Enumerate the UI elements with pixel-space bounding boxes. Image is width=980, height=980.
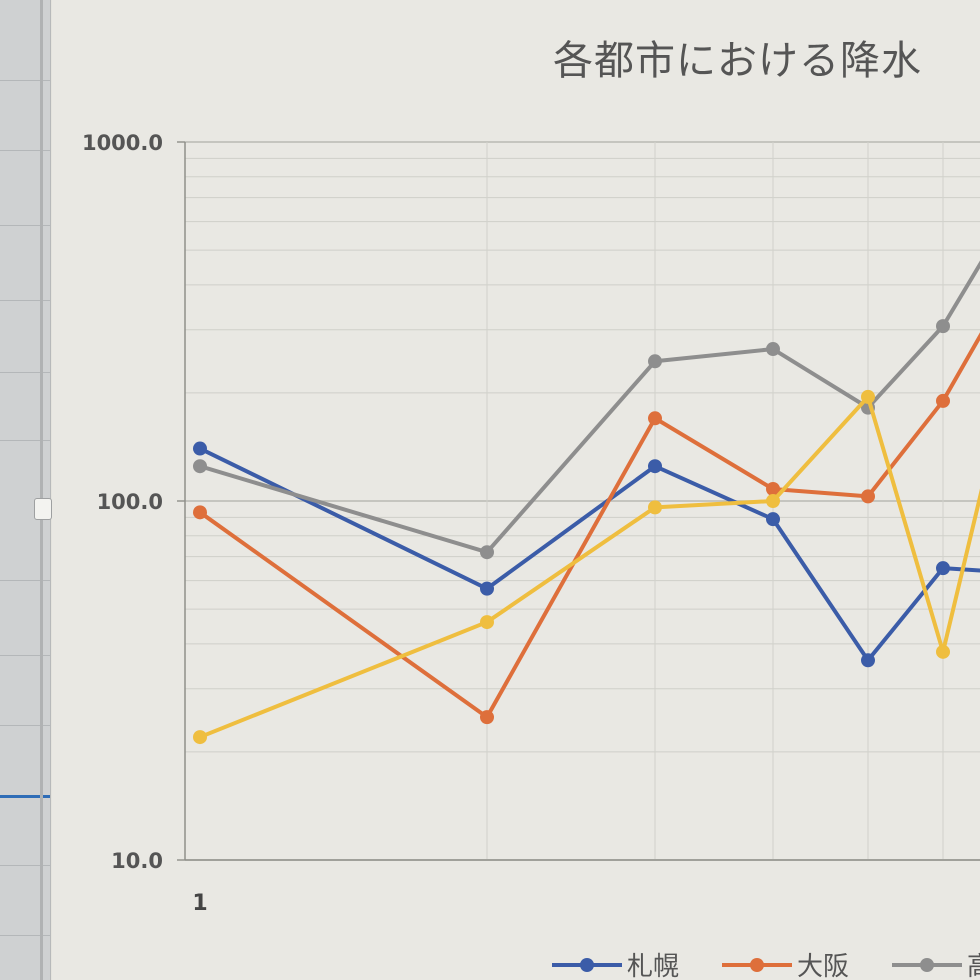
row-divider: [0, 935, 50, 936]
data-point: [861, 489, 875, 504]
data-point: [766, 342, 780, 357]
data-point: [480, 710, 494, 725]
data-point: [480, 581, 494, 596]
legend-label: 高: [967, 952, 980, 980]
data-point: [936, 561, 950, 576]
data-point: [936, 319, 950, 334]
data-point: [936, 393, 950, 408]
row-divider: [0, 300, 50, 301]
legend-label: 札幌: [627, 952, 679, 980]
data-point: [480, 615, 494, 630]
row-divider: [0, 865, 50, 866]
data-point: [648, 459, 662, 474]
spreadsheet-panel: [0, 0, 52, 980]
y-tick-label: 10.0: [111, 849, 163, 873]
y-tick-label: 1000.0: [82, 131, 163, 155]
data-point: [861, 653, 875, 668]
data-point: [766, 494, 780, 508]
legend-label: 大阪: [797, 952, 849, 980]
legend-marker: [920, 958, 934, 972]
legend-marker: [580, 958, 594, 972]
data-point: [480, 545, 494, 560]
row-divider: [0, 440, 50, 441]
data-point: [648, 500, 662, 515]
row-divider: [0, 80, 50, 81]
pane-splitter[interactable]: [40, 0, 43, 980]
data-point: [766, 512, 780, 527]
row-divider: [0, 372, 50, 373]
data-point: [193, 441, 207, 456]
chart-area[interactable]: [52, 0, 980, 980]
data-point: [648, 411, 662, 426]
chart-title: 各都市における降水: [553, 38, 922, 84]
y-tick-label: 100.0: [97, 490, 163, 514]
data-point: [766, 482, 780, 497]
selected-cell-border: [0, 795, 50, 798]
data-point: [648, 354, 662, 369]
legend-marker: [750, 958, 764, 972]
data-point: [936, 644, 950, 659]
row-divider: [0, 580, 50, 581]
data-point: [193, 459, 207, 474]
row-divider: [0, 725, 50, 726]
row-divider: [0, 150, 50, 151]
row-divider: [0, 225, 50, 226]
x-tick-label: 1: [192, 891, 207, 916]
data-point: [193, 730, 207, 745]
data-point: [861, 389, 875, 404]
series-line-1: [199, 446, 980, 663]
row-divider: [0, 655, 50, 656]
splitter-handle[interactable]: [34, 498, 52, 520]
data-point: [193, 505, 207, 520]
